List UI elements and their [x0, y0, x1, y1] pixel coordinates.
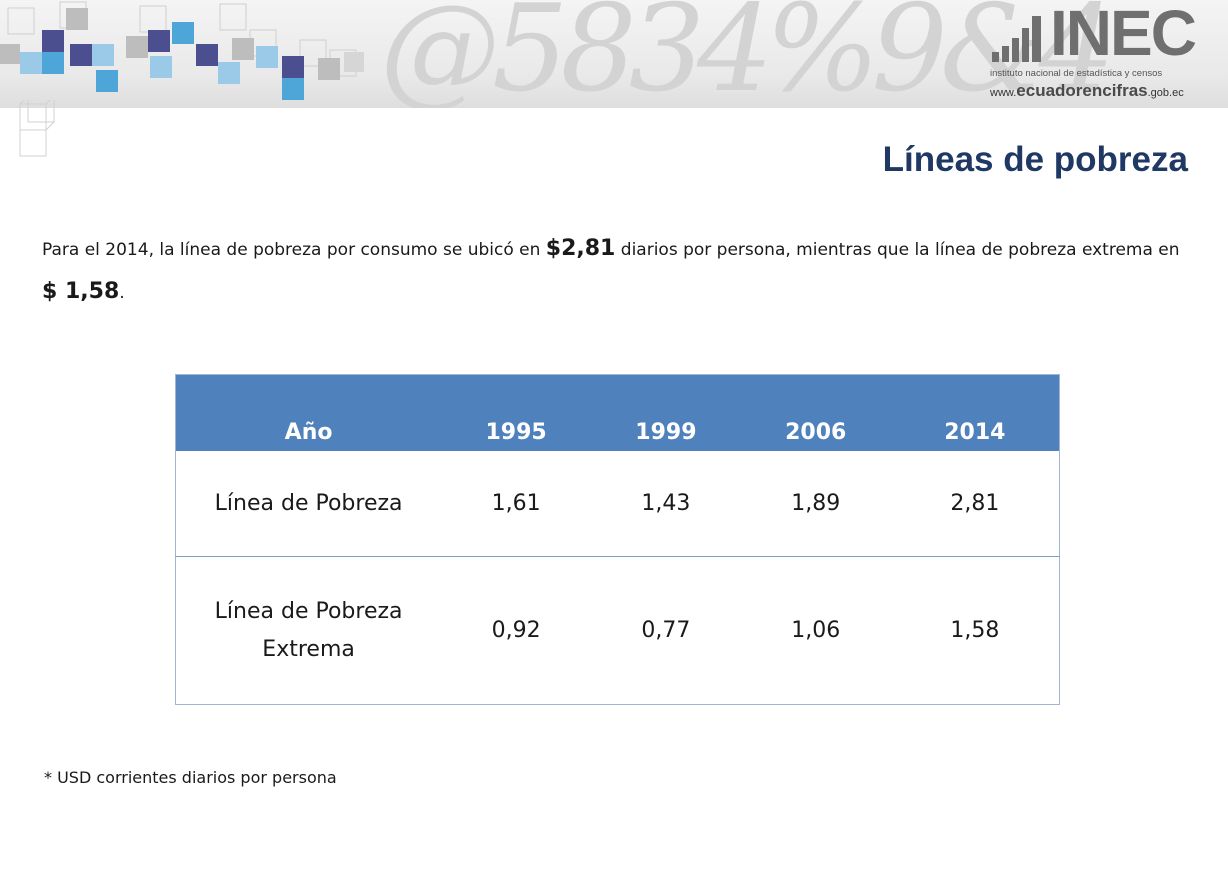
url-prefix: www.: [990, 87, 1017, 99]
table-cell: 1,61: [441, 451, 591, 557]
table-cell: 1,06: [791, 618, 841, 643]
table-cell: 1,58: [950, 618, 1000, 643]
slide-title: Líneas de pobreza: [882, 140, 1188, 179]
site-url: www.ecuadorencifras.gob.ec: [990, 81, 1184, 101]
row-label-text: Extrema: [262, 636, 355, 662]
row-label-text: Línea de Pobreza: [214, 598, 403, 624]
inec-logo: INEC instituto nacional de estadística y…: [986, 0, 1222, 104]
column-header: 1995: [441, 374, 591, 451]
url-suffix: .gob.ec: [1147, 87, 1184, 99]
intro-text-2: diarios por persona, mientras que la lín…: [615, 240, 1180, 260]
footnote: * USD corrientes diarios por persona: [44, 768, 337, 787]
row-label-text: Línea de Pobreza: [214, 490, 403, 516]
table-cell: 2,81: [890, 451, 1060, 557]
row-label: Línea de Pobreza: [175, 451, 442, 557]
wireframe-cubes-graphic: [19, 100, 55, 157]
table-cell: 0,92: [491, 618, 541, 643]
column-header: 2014: [890, 374, 1060, 451]
intro-text-3: .: [119, 283, 125, 303]
table-cell: 0,77: [641, 618, 691, 643]
url-main: ecuadorencifras: [1016, 81, 1148, 100]
table-cell: 1,43: [591, 451, 741, 557]
header-banner: @5834%9&4 INEC instituto nacional de est…: [0, 0, 1228, 108]
table-row: Línea de Pobreza 1,61 1,43 1,89 2,81: [175, 451, 1060, 557]
table-header-row: Año 1995 1999 2006 2014: [175, 374, 1060, 451]
cubes-graphic: [0, 1, 364, 100]
bars-icon: [992, 16, 1041, 62]
column-header: 1999: [591, 374, 741, 451]
intro-text-1: Para el 2014, la línea de pobreza por co…: [42, 240, 546, 260]
table-cell: 1,89: [740, 451, 891, 557]
intro-paragraph: Para el 2014, la línea de pobreza por co…: [42, 228, 1182, 314]
poverty-lines-table: Año 1995 1999 2006 2014 Línea de Pobreza…: [175, 374, 1060, 705]
decorative-numerals: @5834%9&4: [380, 0, 1115, 108]
logo-subtitle: instituto nacional de estadística y cens…: [990, 68, 1163, 79]
table-row: Línea de Pobreza Extrema 0,92 0,77 1,06 1…: [176, 557, 1060, 705]
logo-wordmark: INEC: [1050, 0, 1197, 69]
extreme-poverty-amount: $ 1,58: [42, 279, 120, 304]
column-header: Año: [175, 374, 442, 451]
poverty-line-amount: $2,81: [545, 236, 616, 261]
row-label: Línea de Pobreza Extrema: [176, 557, 442, 705]
column-header: 2006: [740, 374, 891, 451]
